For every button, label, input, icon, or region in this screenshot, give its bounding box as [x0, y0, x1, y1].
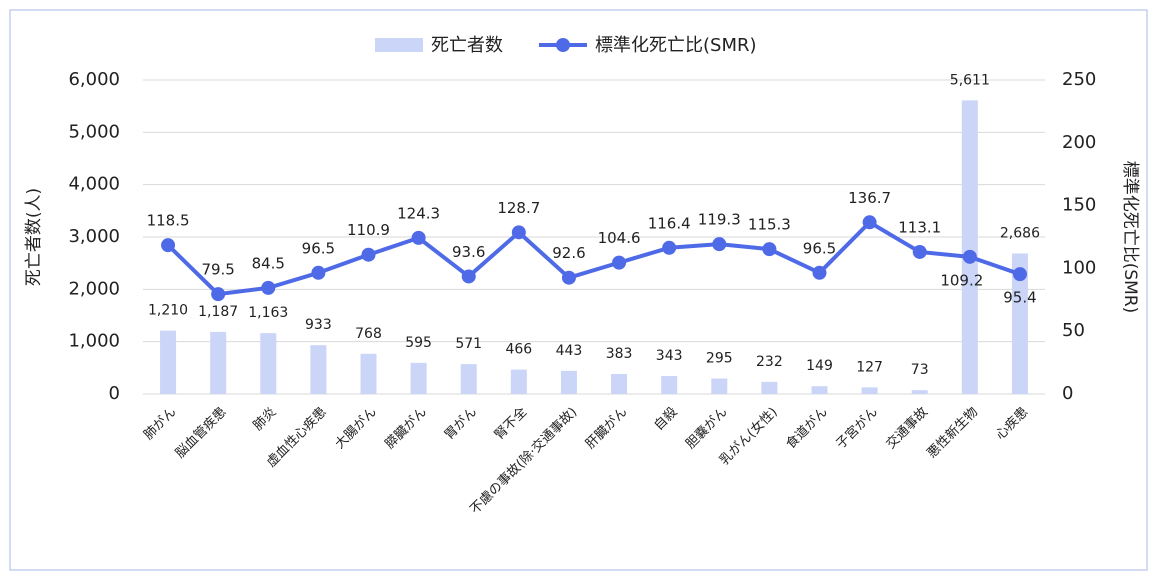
bar	[811, 386, 828, 394]
line-value-label: 115.3	[748, 216, 791, 234]
bar-value-label: 1,210	[148, 303, 188, 319]
bar	[210, 331, 227, 394]
bar	[911, 390, 928, 394]
bar-value-label: 768	[355, 326, 382, 342]
legend-label: 死亡者数	[431, 35, 503, 56]
bar-value-label: 2,686	[1000, 225, 1040, 241]
line-value-label: 136.7	[848, 189, 891, 207]
line-value-label: 84.5	[252, 254, 285, 272]
line-point	[762, 242, 777, 257]
line-value-label: 116.4	[648, 214, 691, 232]
y2-tick-label: 0	[1062, 383, 1073, 404]
line-point	[1012, 267, 1027, 282]
bar	[961, 100, 978, 394]
bar-value-label: 383	[606, 346, 633, 362]
bar-value-label: 232	[756, 354, 783, 370]
y2-tick-label: 100	[1062, 257, 1096, 278]
y-axis-label: 死亡者数(人)	[24, 188, 44, 286]
bar-value-label: 933	[305, 317, 332, 333]
legend-label: 標準化死亡比(SMR)	[595, 35, 757, 56]
line-value-label: 128.7	[497, 199, 540, 217]
bar-value-label: 5,611	[950, 72, 990, 88]
line-point	[211, 287, 226, 302]
y-tick-label: 6,000	[68, 69, 120, 90]
line-point	[461, 269, 476, 284]
line-value-label: 79.5	[201, 261, 234, 279]
line-point	[511, 225, 526, 240]
y-tick-label: 5,000	[68, 121, 120, 142]
line-value-label: 95.4	[1003, 289, 1036, 307]
line-point	[261, 280, 276, 295]
y-tick-label: 2,000	[68, 278, 120, 299]
bar-value-label: 149	[806, 358, 833, 374]
y2-tick-label: 250	[1062, 69, 1096, 90]
bar	[160, 330, 177, 394]
line-point	[862, 215, 877, 230]
bar	[510, 369, 527, 394]
line-point	[912, 244, 927, 259]
line-value-label: 96.5	[302, 239, 335, 257]
line-value-label: 110.9	[347, 221, 390, 239]
y-tick-label: 3,000	[68, 226, 120, 247]
y-tick-label: 4,000	[68, 174, 120, 195]
line	[166, 220, 1021, 297]
y2-tick-label: 200	[1062, 132, 1096, 153]
line-point	[561, 270, 576, 285]
line-point	[311, 265, 326, 280]
line-point	[161, 238, 176, 253]
y-tick-label: 0	[109, 383, 120, 404]
bar	[711, 378, 728, 394]
legend-swatch	[556, 38, 570, 52]
y2-axis-label: 標準化死亡比(SMR)	[1120, 161, 1140, 314]
y-tick-label: 1,000	[68, 331, 120, 352]
line-point	[812, 265, 827, 280]
y2-tick-label: 50	[1062, 320, 1085, 341]
line-value-label: 124.3	[397, 204, 440, 222]
bar	[460, 364, 477, 394]
bar-value-label: 443	[556, 343, 583, 359]
bar-value-label: 295	[706, 351, 733, 367]
line-point	[962, 249, 977, 264]
chart-frame	[9, 9, 1148, 571]
bar	[611, 373, 628, 394]
bar-value-label: 73	[911, 362, 929, 378]
bar	[661, 376, 678, 394]
line-value-label: 96.5	[803, 239, 836, 257]
bar-value-label: 466	[505, 342, 532, 358]
bar	[560, 370, 577, 394]
bar	[1011, 253, 1028, 394]
bar-value-label: 127	[856, 359, 883, 375]
line-value-label: 104.6	[598, 229, 641, 247]
bar-value-label: 571	[455, 336, 482, 352]
y2-tick-label: 150	[1062, 195, 1096, 216]
bar	[410, 362, 427, 394]
bar	[360, 353, 377, 394]
line-value-label: 92.6	[552, 244, 585, 262]
bar-value-label: 1,163	[248, 305, 288, 321]
line-point	[712, 237, 727, 252]
line-value-label: 109.2	[940, 271, 983, 289]
line-value-label: 119.3	[698, 211, 741, 229]
bar-value-label: 1,187	[198, 304, 238, 320]
line-value-label: 113.1	[898, 218, 941, 236]
line-point	[612, 255, 627, 270]
bar-value-label: 343	[656, 348, 683, 364]
bar-value-label: 595	[405, 335, 432, 351]
line-value-label: 118.5	[147, 212, 190, 230]
bar	[310, 345, 327, 394]
bar	[260, 333, 277, 394]
line-point	[662, 240, 677, 255]
legend-swatch	[375, 38, 423, 52]
bar	[861, 387, 878, 394]
line-point	[411, 230, 426, 245]
line-value-label: 93.6	[452, 243, 485, 261]
bar	[761, 381, 778, 394]
line-point	[361, 247, 376, 262]
